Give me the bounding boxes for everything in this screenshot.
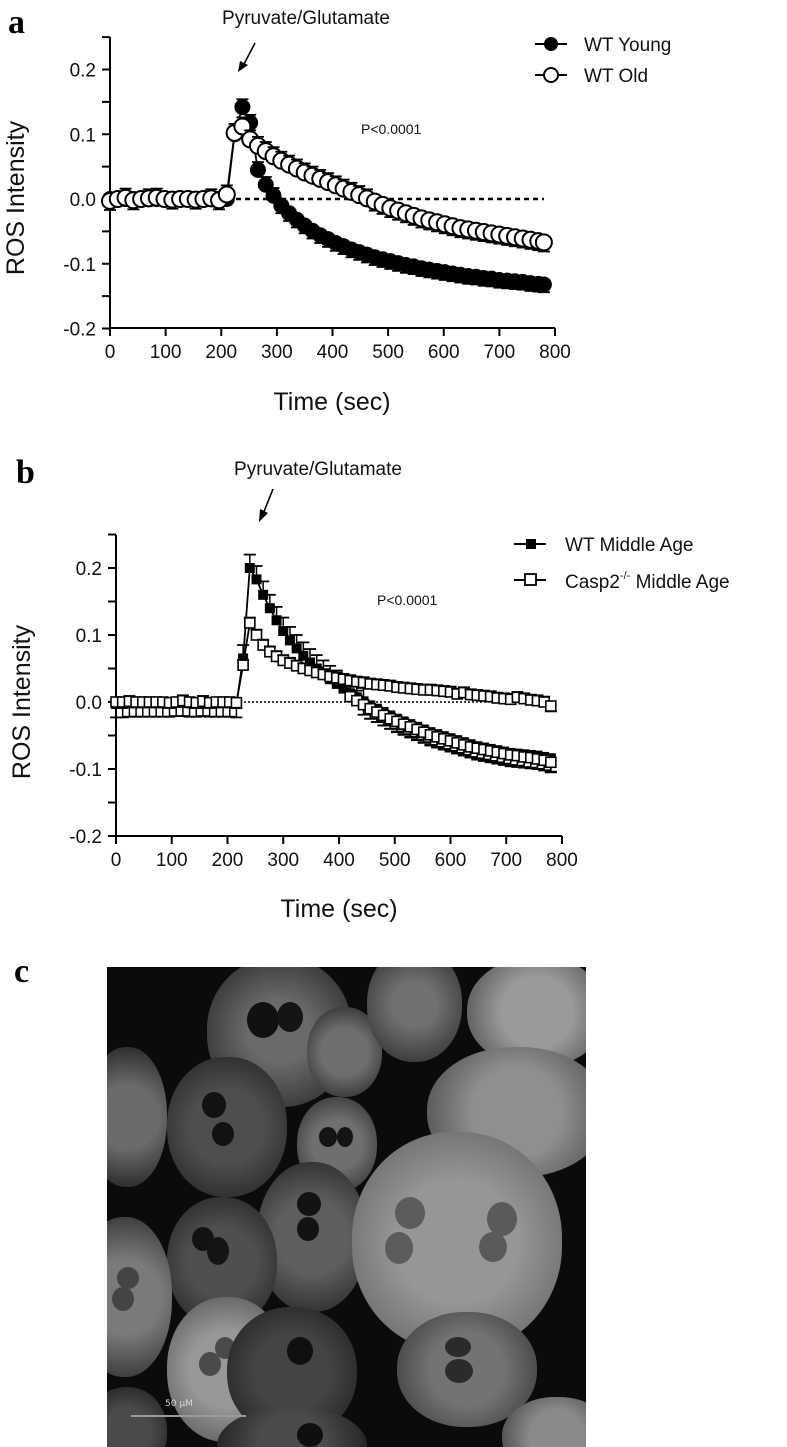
legend-filled-square-icon	[526, 539, 536, 549]
svg-text:0.2: 0.2	[76, 559, 102, 580]
svg-text:300: 300	[261, 342, 293, 363]
svg-text:400: 400	[317, 342, 349, 363]
panel-letter-b: b	[16, 454, 35, 491]
svg-text:700: 700	[490, 850, 522, 871]
scale-bar	[131, 1415, 246, 1417]
arrow-down-icon	[259, 488, 274, 522]
svg-text:100: 100	[156, 850, 188, 871]
svg-text:400: 400	[323, 850, 355, 871]
legend-open-square-icon	[524, 573, 537, 586]
svg-text:800: 800	[539, 342, 571, 363]
svg-text:0.2: 0.2	[70, 61, 96, 82]
svg-text:0: 0	[105, 342, 116, 363]
svg-text:200: 200	[205, 342, 237, 363]
svg-text:0.1: 0.1	[70, 125, 96, 146]
arrow-down-icon	[238, 42, 256, 72]
svg-text:600: 600	[435, 850, 467, 871]
chart-a-xlabel: Time (sec)	[273, 388, 390, 416]
svg-text:700: 700	[484, 342, 516, 363]
chart-b-annotation: Pyruvate/Glutamate	[234, 459, 402, 480]
svg-text:300: 300	[267, 850, 299, 871]
svg-text:200: 200	[212, 850, 244, 871]
svg-text:800: 800	[546, 850, 578, 871]
legend-label-wt-middle-age: WT Middle Age	[565, 535, 693, 556]
svg-text:-0.1: -0.1	[63, 255, 96, 276]
svg-text:0.1: 0.1	[76, 626, 102, 647]
chart-a-ylabel: ROS Intensity	[2, 120, 30, 275]
panel-letter-a: a	[8, 4, 25, 41]
svg-text:0: 0	[111, 850, 122, 871]
svg-text:-0.2: -0.2	[69, 827, 102, 848]
svg-text:-0.2: -0.2	[63, 320, 96, 341]
chart-a-annotation: Pyruvate/Glutamate	[222, 8, 390, 29]
chart-b-ros-wt-vs-casp2: Pyruvate/Glutamate P<0.0001 WT Middle Ag…	[8, 459, 730, 923]
svg-text:0.0: 0.0	[76, 693, 102, 714]
chart-a-stat-text: P<0.0001	[361, 121, 422, 137]
legend-open-circle-icon	[543, 67, 559, 83]
legend-label-wt-old: WT Old	[584, 66, 648, 87]
chart-a-legend: WT Young WT Old	[535, 35, 671, 87]
svg-text:500: 500	[372, 342, 404, 363]
svg-text:100: 100	[150, 342, 182, 363]
chart-a-plot-area: -0.2 -0.1 0.0 0.1 0.2 0 100 200 300 400 500 600 700 8…	[63, 36, 571, 363]
chart-a-ros-young-vs-old: Pyruvate/Glutamate P<0.0001 WT Young WT …	[2, 8, 671, 416]
chart-b-plot-area: -0.2 -0.1 0.0 0.1 0.2 0 100 200 300 400 500 600 700 8…	[69, 533, 578, 871]
legend-label-wt-young: WT Young	[584, 35, 671, 56]
chart-b-ylabel: ROS Intensity	[8, 624, 36, 779]
chart-b-legend: WT Middle Age Casp2-/- Middle Age	[514, 535, 730, 593]
chart-b-xlabel: Time (sec)	[280, 895, 397, 923]
svg-text:500: 500	[379, 850, 411, 871]
legend-filled-circle-icon	[544, 37, 558, 51]
chart-b-stat-text: P<0.0001	[377, 592, 438, 608]
svg-text:-0.1: -0.1	[69, 760, 102, 781]
svg-text:0.0: 0.0	[70, 190, 96, 211]
scale-bar-label: 50 μM	[165, 1399, 193, 1409]
legend-label-casp2-middle-age: Casp2-/- Middle Age	[565, 570, 730, 593]
microscopy-image: 50 μM	[107, 967, 586, 1447]
panel-letter-c: c	[14, 953, 30, 990]
svg-text:600: 600	[428, 342, 460, 363]
